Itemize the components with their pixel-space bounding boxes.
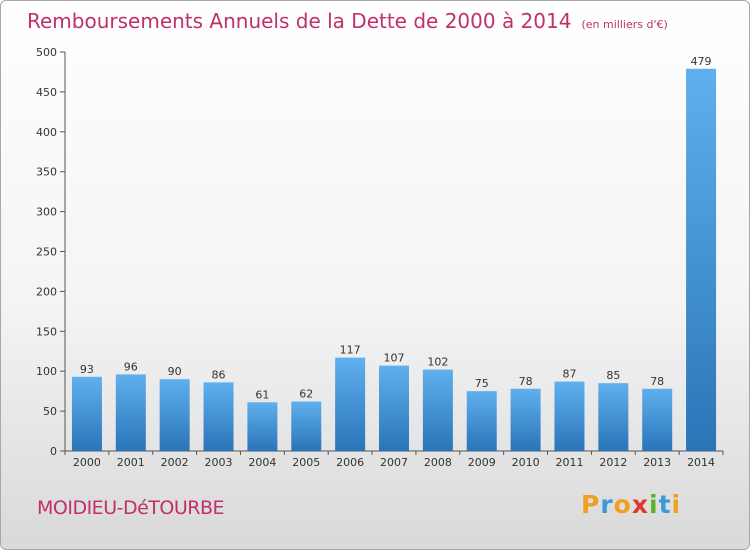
logo-letter: P — [581, 490, 601, 519]
y-tick-label: 150 — [36, 325, 57, 338]
bar-value-label: 90 — [168, 365, 182, 378]
bar-value-label: 75 — [475, 377, 489, 390]
logo-letter: i — [671, 490, 682, 519]
bar — [686, 68, 717, 452]
y-tick-label: 400 — [36, 126, 57, 139]
x-tick-label: 2004 — [248, 456, 276, 469]
logo-letter: i — [649, 490, 659, 519]
bar-value-label: 78 — [519, 375, 533, 388]
bar — [159, 379, 190, 451]
bar — [335, 357, 366, 451]
y-tick-label: 50 — [43, 405, 57, 418]
bar — [203, 382, 234, 451]
x-tick-label: 2006 — [336, 456, 364, 469]
bar-value-label: 62 — [299, 388, 313, 401]
bar-value-label: 87 — [562, 368, 576, 381]
x-tick-label: 2001 — [117, 456, 145, 469]
logo-letter: t — [658, 490, 672, 519]
bar-value-label: 479 — [691, 55, 712, 68]
bars — [71, 68, 717, 452]
x-tick-label: 2011 — [555, 456, 583, 469]
bar — [379, 365, 409, 451]
logo-letter: x — [631, 490, 649, 519]
commune-name: MOIDIEU-DéTOURBE — [37, 497, 224, 519]
y-tick-label: 0 — [50, 445, 57, 458]
x-axis: 2000 2001 2002 2003 2004 2005 2006 2007 2008 2009… — [64, 450, 724, 469]
logo-letter: r — [600, 490, 614, 519]
y-tick-label: 250 — [36, 246, 57, 259]
x-tick-label: 2013 — [643, 456, 671, 469]
logo-letter: o — [613, 490, 632, 519]
title-row: Remboursements Annuels de la Dette de 20… — [27, 9, 668, 33]
x-tick-label: 2002 — [161, 456, 189, 469]
x-tick-label: 2007 — [380, 456, 408, 469]
chart-title: Remboursements Annuels de la Dette de 20… — [27, 9, 572, 33]
bar-value-label: 61 — [255, 388, 269, 401]
bar — [71, 376, 102, 451]
bar — [510, 388, 541, 451]
bar — [554, 381, 585, 451]
bar-value-label: 102 — [427, 356, 448, 369]
x-tick-label: 2000 — [73, 456, 101, 469]
bar-value-label: 93 — [80, 363, 94, 376]
y-tick-label: 500 — [36, 46, 57, 59]
proxiti-logo: Proxiti — [581, 490, 681, 519]
y-tick-label: 450 — [36, 86, 57, 99]
value-labels: 93 96 90 86 61 62 117 107 102 75 78 87 85 78 479 — [80, 55, 712, 402]
x-tick-label: 2012 — [599, 456, 627, 469]
bar-value-label: 85 — [606, 369, 620, 382]
y-tick-label: 300 — [36, 206, 57, 219]
x-tick-label: 2009 — [468, 456, 496, 469]
bar — [642, 388, 673, 451]
x-tick-label: 2003 — [205, 456, 233, 469]
y-tick-label: 200 — [36, 285, 57, 298]
bar — [115, 374, 146, 451]
bar-value-label: 117 — [340, 344, 361, 357]
bar-value-label: 86 — [212, 368, 226, 381]
y-tick-label: 100 — [36, 365, 57, 378]
y-axis: 0 50 100 150 200 250 300 350 400 450 500 — [36, 46, 66, 458]
bar — [247, 402, 278, 451]
x-tick-label: 2010 — [512, 456, 540, 469]
chart-unit: (en milliers d'€) — [581, 18, 668, 31]
bar-value-label: 78 — [650, 375, 664, 388]
bar — [466, 391, 497, 451]
bar-value-label: 96 — [124, 360, 138, 373]
x-tick-label: 2014 — [687, 456, 715, 469]
bar — [422, 369, 453, 451]
x-tick-label: 2005 — [292, 456, 320, 469]
bar — [598, 383, 629, 451]
x-tick-label: 2008 — [424, 456, 452, 469]
bar-value-label: 107 — [384, 352, 405, 365]
y-tick-label: 350 — [36, 166, 57, 179]
bar — [291, 401, 322, 451]
